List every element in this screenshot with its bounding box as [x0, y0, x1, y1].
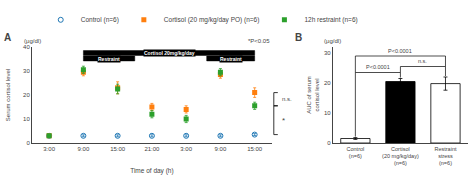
svg-text:9:00: 9:00: [215, 146, 227, 152]
svg-text:n.s.: n.s.: [418, 58, 427, 64]
svg-text:20: 20: [324, 80, 331, 86]
svg-text:Cortisol 20mg/kg/day: Cortisol 20mg/kg/day: [144, 50, 195, 56]
svg-text:AUC of serumcortisol level: AUC of serumcortisol level: [306, 76, 320, 114]
svg-text:15:00: 15:00: [110, 146, 126, 152]
svg-text:20: 20: [23, 92, 30, 98]
svg-text:Serum cortisol level: Serum cortisol level: [5, 69, 11, 121]
svg-text:P<0.0001: P<0.0001: [366, 64, 390, 70]
svg-text:n.s.: n.s.: [282, 96, 292, 102]
svg-text:Cortisol (20 mg/kg/day PO) (n=: Cortisol (20 mg/kg/day PO) (n=6): [164, 16, 260, 24]
svg-text:Restraintstress(n=6): Restraintstress(n=6): [434, 146, 456, 166]
svg-text:A: A: [4, 32, 11, 43]
svg-text:21:00: 21:00: [144, 146, 160, 152]
svg-text:(μg/dl): (μg/dl): [324, 38, 341, 44]
svg-text:P<0.0001: P<0.0001: [388, 48, 412, 54]
svg-text:Restraint: Restraint: [98, 56, 120, 62]
svg-text:30: 30: [23, 68, 30, 74]
svg-text:3:00: 3:00: [43, 146, 55, 152]
svg-text:*P<0.05: *P<0.05: [248, 38, 270, 44]
svg-text:3:00: 3:00: [180, 146, 192, 152]
svg-text:10: 10: [324, 110, 331, 116]
svg-text:9:00: 9:00: [78, 146, 90, 152]
svg-text:40: 40: [23, 44, 30, 50]
svg-text:(μg/dl): (μg/dl): [24, 38, 41, 44]
svg-text:15:00: 15:00: [247, 146, 263, 152]
svg-text:Time of day (h): Time of day (h): [130, 167, 173, 175]
svg-text:Control(n=6): Control(n=6): [347, 146, 365, 159]
svg-text:0: 0: [327, 140, 331, 146]
svg-text:30: 30: [324, 50, 331, 56]
svg-text:Restraint: Restraint: [220, 56, 242, 62]
svg-text:0: 0: [26, 140, 30, 146]
svg-text:12h restraint (n=6): 12h restraint (n=6): [304, 16, 357, 24]
svg-text:Cortisol(20 mg/kg/day)(n=6): Cortisol(20 mg/kg/day)(n=6): [382, 146, 419, 166]
svg-text:B: B: [295, 32, 302, 43]
svg-text:10: 10: [23, 116, 30, 122]
svg-text:Control (n=6): Control (n=6): [81, 16, 119, 24]
svg-text:*: *: [282, 116, 285, 125]
